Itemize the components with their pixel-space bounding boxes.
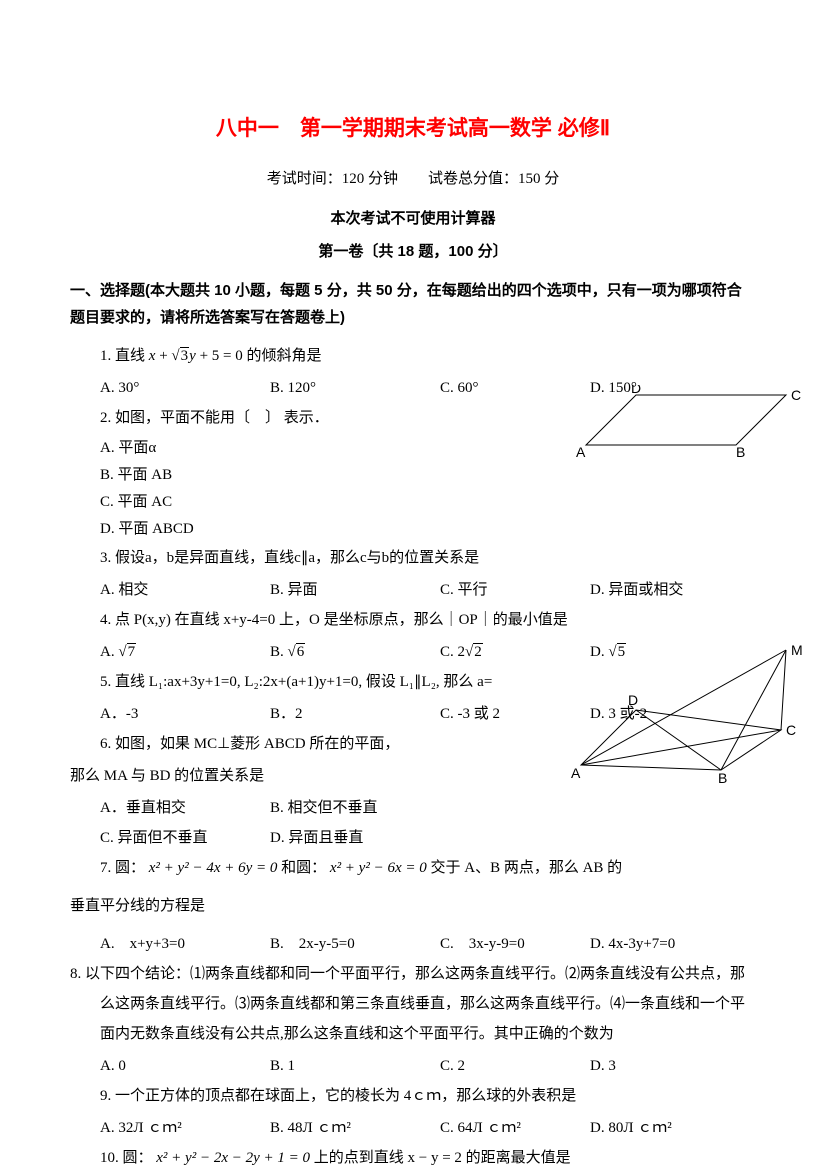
q4-text: 4. 点 P(x,y) 在直线 x+y-4=0 上，O 是坐标原点，那么｜OP｜… xyxy=(70,605,756,635)
section-heading: 一、选择题(本大题共 10 小题，每题 5 分，共 50 分，在每题给出的四个选… xyxy=(70,277,756,331)
q7-mid: 和圆： xyxy=(281,860,326,876)
q9-d: D. 80Л ｃｍ² xyxy=(590,1113,672,1143)
q7-text2: 垂直平分线的方程是 xyxy=(70,891,756,921)
svg-text:D: D xyxy=(628,692,638,708)
svg-text:B: B xyxy=(736,444,745,460)
q3-c: C. 平行 xyxy=(440,575,590,605)
q1-b: B. 120° xyxy=(270,373,440,403)
q9-b: B. 48Л ｃｍ² xyxy=(270,1113,440,1143)
q9-a: A. 32Л ｃｍ² xyxy=(100,1113,270,1143)
q8-text: 8. 以下四个结论：⑴两条直线都和同一个平面平行，那么这两条直线平行。⑵两条直线… xyxy=(70,959,756,1049)
q6-options2: C. 异面但不垂直 D. 异面且垂直 xyxy=(70,823,756,853)
svg-text:B: B xyxy=(718,770,727,785)
doc-part: 第一卷〔共 18 题，100 分〕 xyxy=(70,238,756,265)
q1-a: A. 30° xyxy=(100,373,270,403)
svg-text:C: C xyxy=(786,722,796,738)
q3-options: A. 相交 B. 异面 C. 平行 D. 异面或相交 xyxy=(70,575,756,605)
svg-text:M: M xyxy=(791,642,803,658)
q7-eq1: x² + y² − 4x + 6y = 0 xyxy=(149,860,278,876)
q3-a: A. 相交 xyxy=(100,575,270,605)
q7-c: C. 3x-y-9=0 xyxy=(440,929,590,959)
svg-text:A: A xyxy=(576,444,586,460)
q5-a: A．-3 xyxy=(100,699,270,729)
q10-eq: x² + y² − 2x − 2y + 1 = 0 xyxy=(156,1150,310,1166)
q8-d: D. 3 xyxy=(590,1051,616,1081)
q2-d: D. 平面 ABCD xyxy=(70,516,756,543)
q8-c: C. 2 xyxy=(440,1051,590,1081)
q7-a: A. x+y+3=0 xyxy=(100,929,270,959)
q5-b: B．2 xyxy=(270,699,440,729)
q4-a: A. 7 xyxy=(100,637,270,667)
q7-text: 7. 圆： x² + y² − 4x + 6y = 0 和圆： x² + y² … xyxy=(70,853,756,883)
q9-c: C. 64Л ｃｍ² xyxy=(440,1113,590,1143)
q1-c: C. 60° xyxy=(440,373,590,403)
q7-options: A. x+y+3=0 B. 2x-y-5=0 C. 3x-y-9=0 D. 4x… xyxy=(70,929,756,959)
svg-text:C: C xyxy=(791,387,801,403)
q7-eq2: x² + y² − 6x = 0 xyxy=(330,860,427,876)
q4-b: B. 6 xyxy=(270,637,440,667)
q8-b: B. 1 xyxy=(270,1051,440,1081)
q10-post: 上的点到直线 x − y = 2 的距离最大值是 xyxy=(314,1150,571,1166)
q2-b: B. 平面 AB xyxy=(70,462,756,489)
q9-options: A. 32Л ｃｍ² B. 48Л ｃｍ² C. 64Л ｃｍ² D. 80Л … xyxy=(70,1113,756,1143)
q7-b: B. 2x-y-5=0 xyxy=(270,929,440,959)
q1-text: 1. 直线 x + 3y + 5 = 0 的倾斜角是 xyxy=(70,341,756,371)
q10-pre: 10. 圆： xyxy=(100,1150,153,1166)
q6-options1: A．垂直相交 B. 相交但不垂直 xyxy=(70,793,756,823)
q9-text: 9. 一个正方体的顶点都在球面上，它的棱长为 4ｃｍ，那么球的外表积是 xyxy=(70,1081,756,1111)
q7-d: D. 4x-3y+7=0 xyxy=(590,929,675,959)
svg-text:D: D xyxy=(631,385,641,396)
q7-pre: 7. 圆： xyxy=(100,860,145,876)
q6-d: D. 异面且垂直 xyxy=(270,823,440,853)
q8-a: A. 0 xyxy=(100,1051,270,1081)
q6-a: A．垂直相交 xyxy=(100,793,270,823)
figure-rhombus-mc: A B C D M xyxy=(566,640,806,785)
q8-options: A. 0 B. 1 C. 2 D. 3 xyxy=(70,1051,756,1081)
doc-subtitle: 考试时间：120 分钟 试卷总分值：150 分 xyxy=(70,166,756,193)
q3-b: B. 异面 xyxy=(270,575,440,605)
q10-text: 10. 圆： x² + y² − 2x − 2y + 1 = 0 上的点到直线 … xyxy=(70,1143,756,1173)
q3-text: 3. 假设a，b是异面直线，直线c∥a，那么c与b的位置关系是 xyxy=(70,543,756,573)
doc-notice: 本次考试不可使用计算器 xyxy=(70,205,756,232)
q7-post: 交于 A、B 两点，那么 AB 的 xyxy=(431,860,623,876)
doc-title: 八中一 第一学期期末考试高一数学 必修Ⅱ xyxy=(70,110,756,148)
q2-c: C. 平面 AC xyxy=(70,489,756,516)
q6-b: B. 相交但不垂直 xyxy=(270,793,440,823)
svg-text:A: A xyxy=(571,765,581,781)
q3-d: D. 异面或相交 xyxy=(590,575,683,605)
q6-c: C. 异面但不垂直 xyxy=(100,823,270,853)
figure-parallelogram: A B C D xyxy=(576,385,806,465)
